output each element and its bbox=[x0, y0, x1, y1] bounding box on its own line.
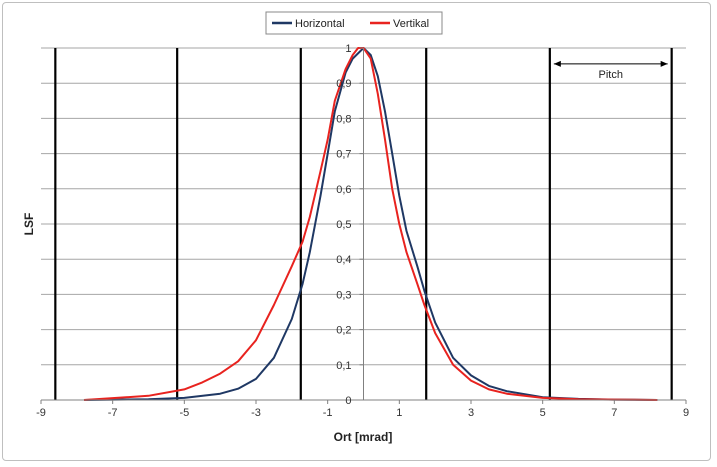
y-tick-labels: 0 0,1 0,2 0,3 0,4 0,5 0,6 0,7 0,8 0,9 1 bbox=[336, 43, 351, 407]
legend-label-horizontal: Horizontal bbox=[295, 18, 345, 30]
legend-box bbox=[265, 11, 443, 35]
x-tick-label: -9 bbox=[36, 407, 46, 419]
y-tick-label: 0,2 bbox=[336, 325, 351, 337]
pitch-lines bbox=[54, 48, 673, 400]
x-tick-label: 7 bbox=[611, 407, 617, 419]
y-tick-label: 0,7 bbox=[336, 149, 351, 161]
x-axis-title: Ort [mrad] bbox=[334, 430, 393, 444]
y-tick-label: 0,3 bbox=[336, 289, 351, 301]
legend: Horizontal Vertikal bbox=[265, 11, 443, 35]
y-tick-label: 0,4 bbox=[336, 254, 351, 266]
y-tick-label: 0,8 bbox=[336, 113, 351, 125]
x-tick-label: 9 bbox=[683, 407, 689, 419]
series-line-horizontal bbox=[83, 47, 658, 401]
arrow-left-icon bbox=[553, 60, 561, 67]
x-tick-label: -7 bbox=[108, 407, 118, 419]
x-tick-label: -1 bbox=[323, 407, 333, 419]
y-tick-label: 0,9 bbox=[336, 78, 351, 90]
x-tick-labels: -9 -7 -5 -3 -1 1 3 5 7 9 bbox=[36, 407, 689, 419]
y-tick-label: 0,6 bbox=[336, 184, 351, 196]
axes bbox=[40, 47, 687, 404]
y-axis-title: LSF bbox=[22, 213, 36, 236]
y-tick-label: 0,1 bbox=[336, 360, 351, 372]
x-tick-label: -5 bbox=[179, 407, 189, 419]
x-tick-label: 5 bbox=[540, 407, 546, 419]
y-tick-label: 0,5 bbox=[336, 219, 351, 231]
x-tick-label: -3 bbox=[251, 407, 261, 419]
x-tick-label: 1 bbox=[396, 407, 402, 419]
y-tick-label: 0 bbox=[345, 395, 351, 407]
pitch-annotation-label: Pitch bbox=[599, 69, 623, 81]
pitch-annotation: Pitch bbox=[553, 60, 668, 81]
x-tick-label: 3 bbox=[468, 407, 474, 419]
legend-label-vertikal: Vertikal bbox=[393, 18, 429, 30]
arrow-right-icon bbox=[660, 60, 668, 67]
chart-frame bbox=[2, 2, 711, 461]
y-tick-label: 1 bbox=[345, 43, 351, 55]
